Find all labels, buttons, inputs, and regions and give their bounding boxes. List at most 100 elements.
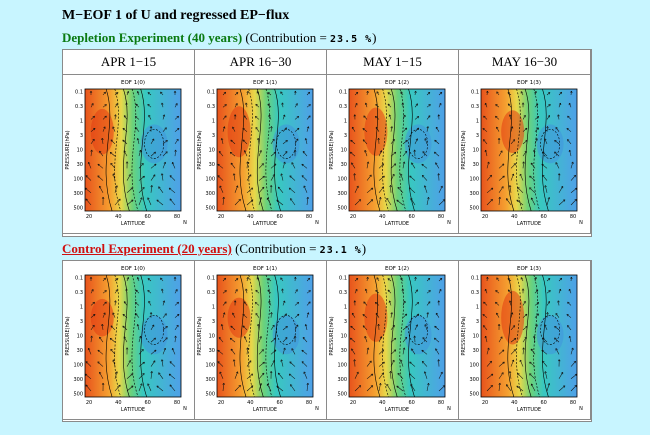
y-axis-label: PRESSURE(hPa) xyxy=(461,316,467,355)
contour-plot: EOF 1(0) 0.1 0.3 1 3 10 30 100 300 500 PRESSURE(hP… xyxy=(65,266,187,413)
contribution-prefix: (Contribution = xyxy=(242,30,331,45)
contribution-value: 23.5 % xyxy=(330,34,373,45)
y-tick-label: 30 xyxy=(77,162,83,168)
x-tick-label: 60 xyxy=(276,214,282,220)
y-tick-label: 1 xyxy=(476,305,479,311)
y-tick-label: 3 xyxy=(80,319,83,325)
x-tick-label: 40 xyxy=(115,400,121,406)
contour-plot: EOF 1(3) 0.1 0.3 1 3 10 30 100 300 500 PRESSURE(hP… xyxy=(461,80,583,227)
y-tick-label: 3 xyxy=(476,133,479,139)
y-tick-label: 300 xyxy=(469,191,479,197)
x-tick-label: 80 xyxy=(174,400,180,406)
y-tick-label: 300 xyxy=(337,191,347,197)
y-tick-label: 0.3 xyxy=(207,104,215,110)
y-tick-label: 10 xyxy=(473,148,479,154)
x-tick-label: 40 xyxy=(247,214,253,220)
y-tick-label: 3 xyxy=(80,133,83,139)
y-tick-label: 100 xyxy=(469,363,479,369)
y-tick-label: 100 xyxy=(337,363,347,369)
depletion-heading: Depletion Experiment (40 years) (Contrib… xyxy=(62,30,377,46)
x-axis-unit: N xyxy=(315,220,319,226)
x-tick-label: 60 xyxy=(408,214,414,220)
depletion-plots-row: EOF 1(0) 0.1 0.3 1 3 10 30 100 300 500 PRESSURE(hP… xyxy=(62,74,591,234)
panel-title: EOF 1(0) xyxy=(121,80,145,86)
x-tick-label: 60 xyxy=(144,400,150,406)
y-tick-label: 10 xyxy=(341,148,347,154)
x-tick-label: 20 xyxy=(350,214,356,220)
x-tick-label: 40 xyxy=(511,400,517,406)
y-tick-label: 0.1 xyxy=(339,276,347,282)
contribution-suffix: ) xyxy=(361,241,367,256)
y-tick-label: 300 xyxy=(205,191,215,197)
y-tick-label: 10 xyxy=(209,334,215,340)
y-tick-label: 0.1 xyxy=(471,90,479,96)
y-tick-label: 300 xyxy=(73,191,83,197)
y-tick-label: 300 xyxy=(73,377,83,383)
x-tick-label: 40 xyxy=(247,400,253,406)
panel-title: EOF 1(0) xyxy=(121,266,145,272)
y-tick-label: 30 xyxy=(341,348,347,354)
x-tick-label: 40 xyxy=(379,214,385,220)
contour-plot: EOF 1(1) 0.1 0.3 1 3 10 30 100 300 500 PRESSURE(hP… xyxy=(197,266,319,413)
x-tick-label: 60 xyxy=(408,400,414,406)
y-tick-label: 3 xyxy=(212,319,215,325)
y-tick-label: 30 xyxy=(209,348,215,354)
y-axis-label: PRESSURE(hPa) xyxy=(197,316,203,355)
y-tick-label: 0.3 xyxy=(75,104,83,110)
y-tick-label: 30 xyxy=(473,348,479,354)
y-tick-label: 0.3 xyxy=(339,290,347,296)
y-tick-label: 1 xyxy=(344,305,347,311)
contour-panel: EOF 1(0) 0.1 0.3 1 3 10 30 100 300 500 PRESSURE(hP… xyxy=(62,260,195,420)
y-tick-label: 10 xyxy=(77,334,83,340)
x-tick-label: 60 xyxy=(540,400,546,406)
x-axis-unit: N xyxy=(447,220,451,226)
y-tick-label: 3 xyxy=(212,133,215,139)
x-tick-label: 20 xyxy=(86,214,92,220)
contribution-prefix: (Contribution = xyxy=(231,241,320,256)
x-axis-unit: N xyxy=(579,220,583,226)
x-axis-label: LATITUDE xyxy=(253,221,277,227)
x-tick-label: 80 xyxy=(306,400,312,406)
y-tick-label: 1 xyxy=(80,305,83,311)
contour-panel: EOF 1(2) 0.1 0.3 1 3 10 30 100 300 500 PRESSURE(hP… xyxy=(326,260,459,420)
x-axis-label: LATITUDE xyxy=(517,221,541,227)
y-tick-label: 3 xyxy=(476,319,479,325)
x-tick-label: 20 xyxy=(218,214,224,220)
contour-plot: EOF 1(2) 0.1 0.3 1 3 10 30 100 300 500 PRESSURE(hP… xyxy=(329,266,451,413)
x-axis-label: LATITUDE xyxy=(253,407,277,413)
y-axis-label: PRESSURE(hPa) xyxy=(65,316,71,355)
y-tick-label: 0.1 xyxy=(207,276,215,282)
contribution-value: 23.1 % xyxy=(319,245,362,256)
y-tick-label: 10 xyxy=(209,148,215,154)
x-tick-label: 80 xyxy=(438,400,444,406)
y-tick-label: 0.1 xyxy=(75,90,83,96)
y-axis-label: PRESSURE(hPa) xyxy=(197,130,203,169)
y-tick-label: 10 xyxy=(77,148,83,154)
panel-title: EOF 1(1) xyxy=(253,80,277,86)
x-axis-unit: N xyxy=(183,406,187,412)
y-tick-label: 500 xyxy=(73,392,83,398)
control-plots-row: EOF 1(0) 0.1 0.3 1 3 10 30 100 300 500 PRESSURE(hP… xyxy=(62,260,591,420)
panel-title: EOF 1(1) xyxy=(253,266,277,272)
y-tick-label: 3 xyxy=(344,133,347,139)
x-tick-label: 80 xyxy=(306,214,312,220)
contour-panel: EOF 1(1) 0.1 0.3 1 3 10 30 100 300 500 PRESSURE(hP… xyxy=(194,260,327,420)
x-axis-unit: N xyxy=(579,406,583,412)
contribution-suffix: ) xyxy=(372,30,377,45)
x-tick-label: 60 xyxy=(276,400,282,406)
control-experiment-label: Control Experiment (20 years) xyxy=(62,241,232,256)
x-axis-unit: N xyxy=(183,220,187,226)
y-tick-label: 0.1 xyxy=(471,276,479,282)
control-heading: Control Experiment (20 years) (Contribut… xyxy=(62,241,366,257)
column-header-may-1-15: MAY 1−15 xyxy=(326,49,459,75)
x-tick-label: 20 xyxy=(482,214,488,220)
x-tick-label: 20 xyxy=(482,400,488,406)
column-header-may-16-30: MAY 16−30 xyxy=(458,49,591,75)
x-tick-label: 20 xyxy=(86,400,92,406)
contour-panel: EOF 1(2) 0.1 0.3 1 3 10 30 100 300 500 PRESSURE(hP… xyxy=(326,74,459,234)
contour-panel: EOF 1(1) 0.1 0.3 1 3 10 30 100 300 500 PRESSURE(hP… xyxy=(194,74,327,234)
contour-plot: EOF 1(0) 0.1 0.3 1 3 10 30 100 300 500 PRESSURE(hP… xyxy=(65,80,187,227)
y-tick-label: 500 xyxy=(73,206,83,212)
contour-panel: EOF 1(0) 0.1 0.3 1 3 10 30 100 300 500 PRESSURE(hP… xyxy=(62,74,195,234)
y-tick-label: 0.3 xyxy=(207,290,215,296)
